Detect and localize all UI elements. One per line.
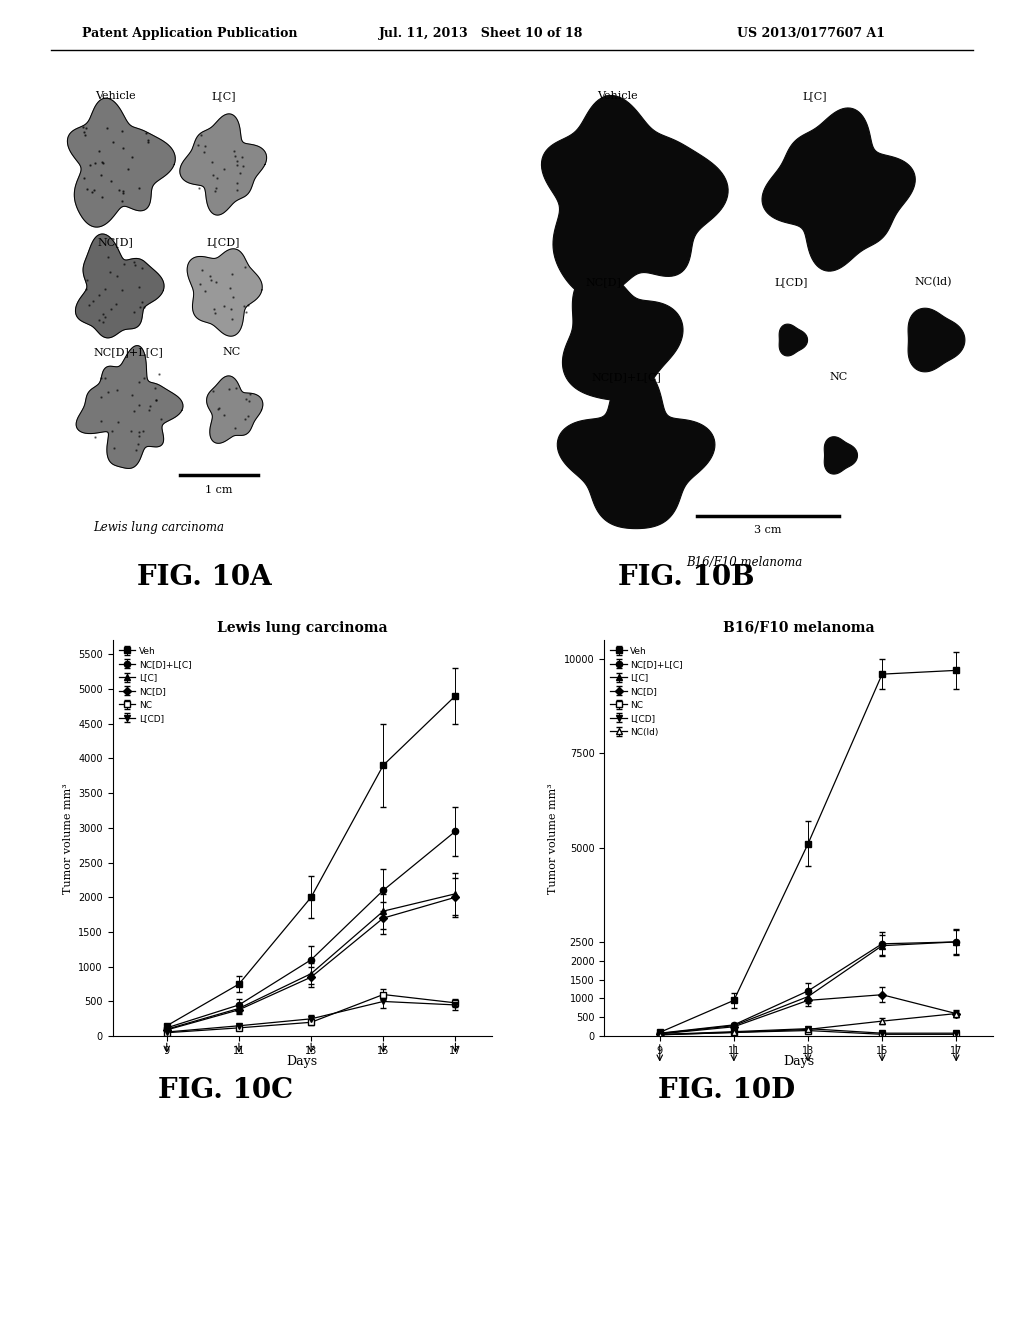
Text: NC[D]+L[C]: NC[D]+L[C] [93, 347, 164, 358]
Text: 1 cm: 1 cm [205, 484, 232, 495]
Text: Patent Application Publication: Patent Application Publication [82, 26, 297, 40]
Title: Lewis lung carcinoma: Lewis lung carcinoma [217, 620, 387, 635]
Text: Days: Days [287, 1055, 317, 1068]
Text: NC[D]: NC[D] [97, 236, 134, 247]
Legend: Veh, NC[D]+L[C], L[C], NC[D], NC, L[CD], NC(ld): Veh, NC[D]+L[C], L[C], NC[D], NC, L[CD],… [608, 644, 685, 738]
Text: FIG. 10D: FIG. 10D [658, 1077, 796, 1105]
Text: L[CD]: L[CD] [207, 236, 240, 247]
Polygon shape [76, 346, 183, 469]
Text: FIG. 10B: FIG. 10B [617, 564, 755, 591]
Text: NC[D]+L[C]: NC[D]+L[C] [592, 372, 662, 383]
Text: Vehicle: Vehicle [95, 91, 136, 102]
Text: B16/F10 melanoma: B16/F10 melanoma [686, 556, 803, 569]
Text: FIG. 10C: FIG. 10C [158, 1077, 293, 1105]
Polygon shape [542, 95, 728, 298]
Polygon shape [187, 248, 262, 337]
Text: NC: NC [222, 347, 241, 358]
Title: B16/F10 melanoma: B16/F10 melanoma [723, 620, 874, 635]
Text: Lewis lung carcinoma: Lewis lung carcinoma [93, 520, 224, 533]
Polygon shape [76, 234, 164, 338]
Text: FIG. 10A: FIG. 10A [137, 564, 272, 591]
Text: NC: NC [829, 372, 848, 383]
Polygon shape [207, 376, 263, 444]
Text: NC(ld): NC(ld) [914, 277, 951, 286]
Polygon shape [824, 437, 857, 474]
Text: L[CD]: L[CD] [775, 277, 808, 286]
Polygon shape [562, 271, 683, 400]
Polygon shape [908, 309, 965, 372]
Polygon shape [779, 325, 808, 356]
Polygon shape [762, 108, 915, 271]
Text: Vehicle: Vehicle [597, 91, 638, 102]
Text: L[C]: L[C] [211, 91, 236, 102]
Polygon shape [557, 366, 715, 528]
Text: Days: Days [783, 1055, 814, 1068]
Text: Jul. 11, 2013   Sheet 10 of 18: Jul. 11, 2013 Sheet 10 of 18 [379, 26, 584, 40]
Text: L[C]: L[C] [803, 91, 827, 102]
Text: US 2013/0177607 A1: US 2013/0177607 A1 [737, 26, 886, 40]
Y-axis label: Tumor volume mm³: Tumor volume mm³ [548, 783, 558, 894]
Text: NC[D]: NC[D] [585, 277, 622, 286]
Polygon shape [68, 98, 175, 227]
Polygon shape [180, 114, 266, 215]
Legend: Veh, NC[D]+L[C], L[C], NC[D], NC, L[CD]: Veh, NC[D]+L[C], L[C], NC[D], NC, L[CD] [117, 644, 194, 725]
Y-axis label: Tumor volume mm³: Tumor volume mm³ [62, 783, 73, 894]
Text: 3 cm: 3 cm [755, 525, 781, 535]
